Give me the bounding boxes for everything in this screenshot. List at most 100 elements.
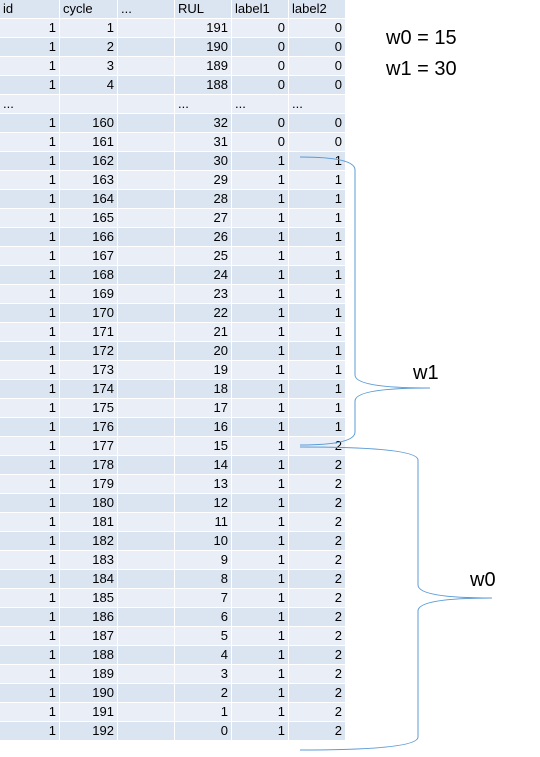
table-cell: 31 <box>175 133 232 152</box>
table-cell: 162 <box>60 152 118 171</box>
table-row: 1 168 24 1 1 <box>0 266 346 285</box>
table-cell <box>118 456 175 475</box>
table-cell <box>118 703 175 722</box>
table-row: 1 169 23 1 1 <box>0 285 346 304</box>
table-cell: 186 <box>60 608 118 627</box>
table-cell: 3 <box>60 57 118 76</box>
table-cell: 32 <box>175 114 232 133</box>
table-cell <box>60 95 118 114</box>
table-cell: 24 <box>175 266 232 285</box>
table-cell: 184 <box>60 570 118 589</box>
table-cell: 9 <box>175 551 232 570</box>
table-cell: 167 <box>60 247 118 266</box>
table-row: ............ <box>0 95 346 114</box>
table-cell: 0 <box>289 133 346 152</box>
table-cell: 1 <box>289 209 346 228</box>
table-cell: 1 <box>0 608 60 627</box>
table-cell: 1 <box>232 380 289 399</box>
table-cell: 1 <box>0 304 60 323</box>
table-cell: 1 <box>0 399 60 418</box>
table-row: 1 182 10 1 2 <box>0 532 346 551</box>
table-cell: 1 <box>0 38 60 57</box>
table-cell: 1 <box>289 304 346 323</box>
table-cell: 1 <box>0 266 60 285</box>
table-cell: 1 <box>0 190 60 209</box>
table-row: 1 184 8 1 2 <box>0 570 346 589</box>
table-cell <box>118 95 175 114</box>
table-cell: 2 <box>289 475 346 494</box>
table-cell: 2 <box>289 570 346 589</box>
column-header: id <box>0 0 60 19</box>
table-cell: 1 <box>0 380 60 399</box>
table-cell: 1 <box>0 361 60 380</box>
table-cell <box>118 399 175 418</box>
table-cell: 1 <box>232 608 289 627</box>
table-cell: 11 <box>175 513 232 532</box>
table-cell: 181 <box>60 513 118 532</box>
w0-brace <box>299 446 493 751</box>
table-cell: 1 <box>289 171 346 190</box>
table-cell: 1 <box>0 627 60 646</box>
table-cell: 1 <box>232 551 289 570</box>
table-cell: 0 <box>232 133 289 152</box>
table-cell: 2 <box>289 627 346 646</box>
table-cell <box>118 570 175 589</box>
table-cell <box>118 684 175 703</box>
table-row: 1 181 11 1 2 <box>0 513 346 532</box>
table-cell <box>118 418 175 437</box>
table-cell: 180 <box>60 494 118 513</box>
table-cell: 1 <box>232 494 289 513</box>
table-cell: 1 <box>175 703 232 722</box>
table-cell: 4 <box>175 646 232 665</box>
table-cell: 2 <box>289 551 346 570</box>
table-cell: 0 <box>232 76 289 95</box>
table-cell: 13 <box>175 475 232 494</box>
table-cell: 1 <box>289 380 346 399</box>
table-cell: 2 <box>175 684 232 703</box>
w0-brace-label: w0 <box>470 569 496 591</box>
table-cell: 1 <box>289 399 346 418</box>
table-cell: 189 <box>60 665 118 684</box>
table-cell: 19 <box>175 361 232 380</box>
table-row: 1 1 191 0 0 <box>0 19 346 38</box>
table-cell: 1 <box>232 665 289 684</box>
table-cell: ... <box>289 95 346 114</box>
table-row: 1 179 13 1 2 <box>0 475 346 494</box>
table-cell: 1 <box>0 665 60 684</box>
table-cell <box>118 551 175 570</box>
table-cell: 1 <box>0 19 60 38</box>
table-cell: 1 <box>0 209 60 228</box>
table-cell: 17 <box>175 399 232 418</box>
table-row: 1 173 19 1 1 <box>0 361 346 380</box>
table-cell: 1 <box>232 570 289 589</box>
table-cell: 1 <box>232 152 289 171</box>
table-cell <box>118 171 175 190</box>
table-cell <box>118 323 175 342</box>
table-cell: 1 <box>232 627 289 646</box>
table-row: 1 185 7 1 2 <box>0 589 346 608</box>
table-cell: 3 <box>175 665 232 684</box>
table-cell: 0 <box>289 76 346 95</box>
table-cell: 1 <box>0 76 60 95</box>
column-header: label2 <box>289 0 346 19</box>
table-cell: 169 <box>60 285 118 304</box>
table-cell <box>118 437 175 456</box>
table-cell: ... <box>232 95 289 114</box>
table-cell <box>118 209 175 228</box>
table-cell: 28 <box>175 190 232 209</box>
table-cell <box>118 304 175 323</box>
table-cell: 1 <box>0 456 60 475</box>
table-row: 1 161 31 0 0 <box>0 133 346 152</box>
table-cell <box>118 57 175 76</box>
table-cell <box>118 19 175 38</box>
table-cell: 1 <box>232 247 289 266</box>
table-cell: 1 <box>232 684 289 703</box>
table-row: 1 164 28 1 1 <box>0 190 346 209</box>
table-row: 1 170 22 1 1 <box>0 304 346 323</box>
table-cell <box>118 608 175 627</box>
table-cell: 182 <box>60 532 118 551</box>
table-cell: 18 <box>175 380 232 399</box>
table-cell: 1 <box>232 190 289 209</box>
table-cell: 1 <box>0 722 60 741</box>
